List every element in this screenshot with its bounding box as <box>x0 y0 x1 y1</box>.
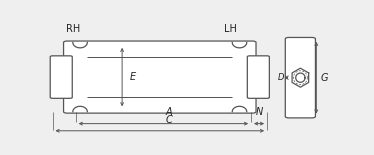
Text: RH: RH <box>66 24 80 34</box>
Text: G: G <box>321 73 328 83</box>
FancyBboxPatch shape <box>247 56 269 98</box>
Polygon shape <box>232 106 247 112</box>
Polygon shape <box>73 42 88 48</box>
Polygon shape <box>73 106 88 112</box>
Text: E: E <box>129 72 135 82</box>
FancyBboxPatch shape <box>285 38 315 118</box>
Polygon shape <box>232 42 247 48</box>
FancyBboxPatch shape <box>64 41 256 113</box>
Text: D: D <box>278 73 284 82</box>
Text: N: N <box>256 107 263 117</box>
Text: LH: LH <box>224 24 237 34</box>
Text: A: A <box>165 107 172 117</box>
FancyBboxPatch shape <box>50 56 72 98</box>
Text: C: C <box>165 115 172 125</box>
